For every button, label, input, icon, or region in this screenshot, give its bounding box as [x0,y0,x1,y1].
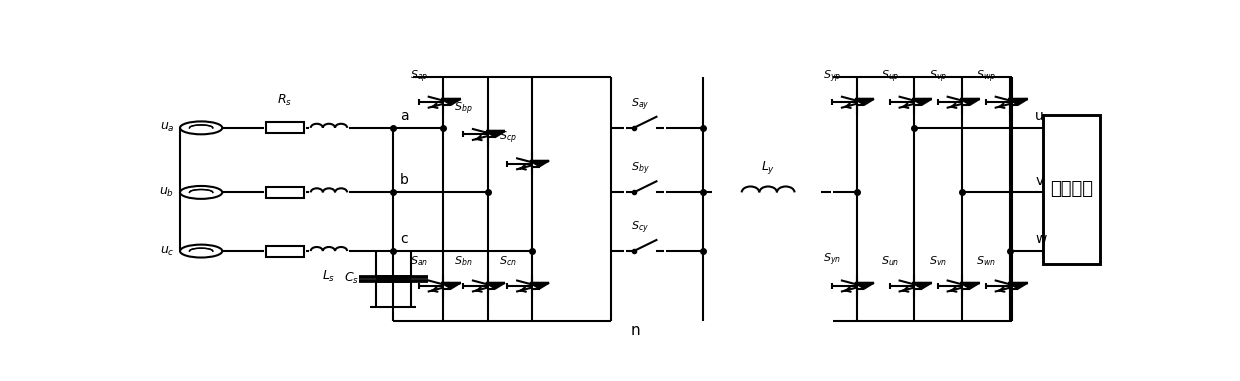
Text: u: u [1035,109,1044,123]
Text: $S_{un}$: $S_{un}$ [880,255,899,268]
Text: w: w [1035,232,1047,247]
Text: v: v [1035,174,1044,188]
Text: $S_{wn}$: $S_{wn}$ [976,255,996,268]
Polygon shape [854,99,874,105]
Polygon shape [529,161,549,167]
Polygon shape [441,283,461,289]
Bar [1043,115,1100,264]
Text: $u_{a}$: $u_{a}$ [160,121,174,134]
Polygon shape [960,283,980,289]
Text: $S_{ay}$: $S_{ay}$ [631,96,650,113]
Text: $S_{cy}$: $S_{cy}$ [631,219,650,236]
Text: $S_{cn}$: $S_{cn}$ [498,255,517,268]
Text: b: b [401,173,409,187]
Polygon shape [913,283,931,289]
Text: $u_{c}$: $u_{c}$ [160,245,174,258]
Text: $S_{yn}$: $S_{yn}$ [823,252,842,268]
Text: 三相负载: 三相负载 [1050,181,1092,199]
Text: $C_s$: $C_s$ [343,271,358,287]
Text: $L_y$: $L_y$ [761,159,775,176]
Polygon shape [529,283,549,289]
Text: $S_{cp}$: $S_{cp}$ [498,130,517,146]
Bar [265,245,304,257]
Text: $S_{vp}$: $S_{vp}$ [929,68,947,85]
Polygon shape [486,131,505,138]
Text: $S_{vn}$: $S_{vn}$ [929,255,947,268]
Text: a: a [401,109,409,123]
Polygon shape [441,99,461,105]
Text: $L_s$: $L_s$ [322,269,336,284]
Text: $S_{by}$: $S_{by}$ [631,161,650,177]
Bar [265,122,304,133]
Text: $S_{ap}$: $S_{ap}$ [410,68,429,85]
Polygon shape [486,283,505,289]
Text: $S_{bn}$: $S_{bn}$ [454,255,472,268]
Polygon shape [854,283,874,289]
Polygon shape [913,99,931,105]
Text: n: n [631,323,640,338]
Bar [265,187,304,198]
Polygon shape [1008,99,1028,105]
Text: $R_s$: $R_s$ [278,93,293,108]
Text: $S_{up}$: $S_{up}$ [880,68,899,85]
Text: $u_{b}$: $u_{b}$ [159,186,174,199]
Text: $S_{yp}$: $S_{yp}$ [823,68,842,85]
Text: c: c [401,232,408,246]
Polygon shape [1008,283,1028,289]
Text: $S_{wp}$: $S_{wp}$ [976,68,996,85]
Text: $S_{an}$: $S_{an}$ [410,255,428,268]
Text: $S_{bp}$: $S_{bp}$ [454,101,472,117]
Polygon shape [960,99,980,105]
